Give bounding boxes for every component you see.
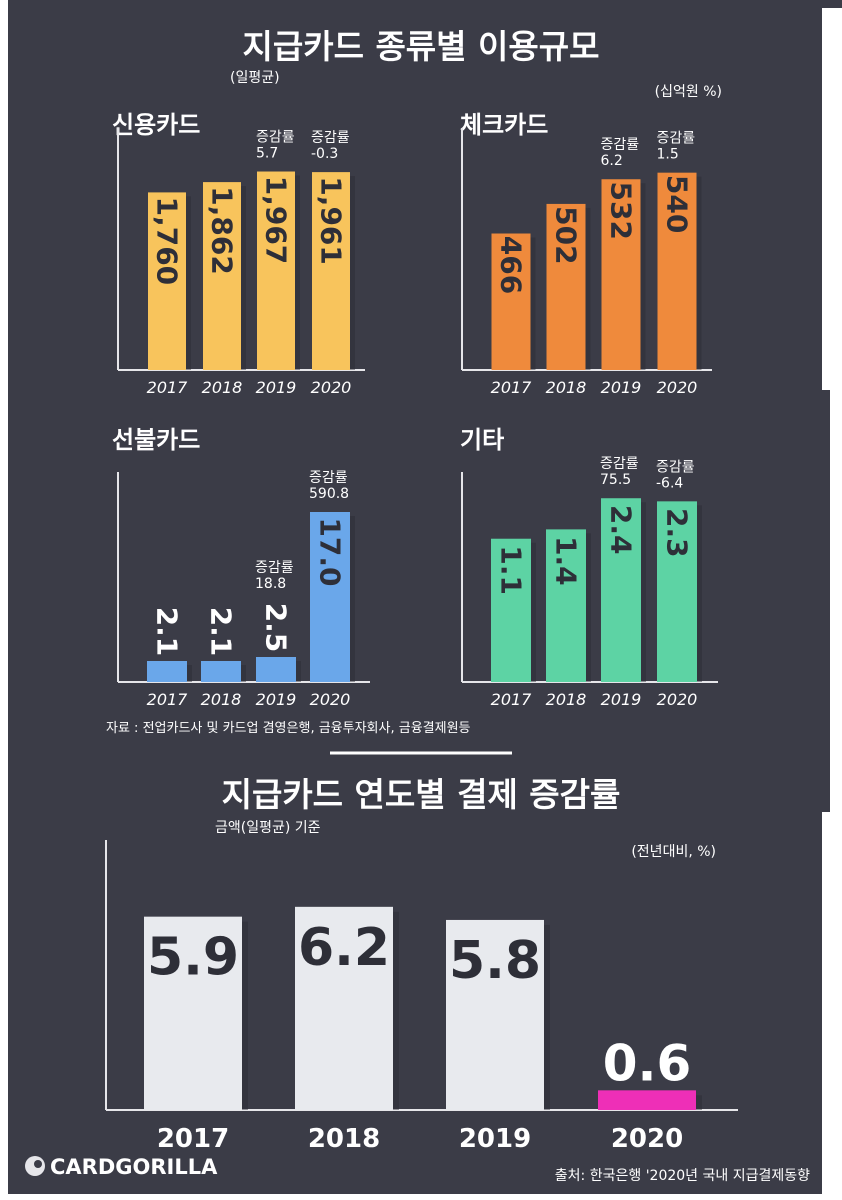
logo-text: CARDGORILLA xyxy=(50,1155,218,1179)
value-label: 1,862 xyxy=(206,186,239,275)
growth-label: 증감률 xyxy=(256,130,295,146)
x-tick-label: 2018 xyxy=(308,1124,380,1154)
x-tick-label: 2020 xyxy=(611,1124,683,1154)
bar xyxy=(657,172,697,370)
growth-label: 증감률 xyxy=(600,456,639,472)
bar xyxy=(147,661,187,682)
value-label: 1,961 xyxy=(315,176,348,265)
chart-title: 신용카드 xyxy=(112,111,200,139)
x-tick-label: 2019 xyxy=(256,378,297,397)
growth-label: 증감률 xyxy=(309,470,348,486)
bottom-source: 출처: 한국은행 '2020년 국내 지급결제동향 xyxy=(555,1168,810,1184)
x-tick-label: 2017 xyxy=(157,1124,229,1154)
growth-value: -6.4 xyxy=(656,475,683,491)
x-tick-label: 2018 xyxy=(546,690,587,709)
value-label: 1,760 xyxy=(151,197,184,286)
cardgorilla-logo: CARDGORILLA xyxy=(25,1155,218,1179)
value-label: 466 xyxy=(495,236,528,294)
value-label: 2.1 xyxy=(151,607,184,657)
value-label: 1.4 xyxy=(550,536,583,586)
value-label: 540 xyxy=(661,175,694,233)
growth-label: 증감률 xyxy=(601,137,640,153)
value-label: 1.1 xyxy=(495,545,528,595)
x-tick-label: 2020 xyxy=(657,690,698,709)
growth-label: 증감률 xyxy=(255,560,294,576)
bar xyxy=(203,182,241,370)
x-tick-label: 2019 xyxy=(256,690,297,709)
x-tick-label: 2017 xyxy=(491,690,533,709)
value-label: 502 xyxy=(550,206,583,264)
value-label: 1,967 xyxy=(260,176,293,265)
bar xyxy=(148,192,186,370)
bar xyxy=(256,657,296,682)
bar xyxy=(546,203,586,370)
bar xyxy=(491,538,531,682)
x-tick-label: 2017 xyxy=(491,378,533,397)
x-tick-label: 2018 xyxy=(546,378,587,397)
chart-title: 체크카드 xyxy=(460,111,548,139)
growth-label: 증감률 xyxy=(311,130,350,146)
bar xyxy=(201,661,241,682)
bar xyxy=(310,512,350,682)
bar xyxy=(598,1090,696,1110)
x-tick-label: 2019 xyxy=(601,378,642,397)
bottom-unit: (전년대비, %) xyxy=(631,844,716,860)
bar xyxy=(491,233,531,370)
x-tick-label: 2018 xyxy=(202,378,243,397)
value-label: 5.9 xyxy=(147,928,239,988)
x-tick-label: 2019 xyxy=(601,690,642,709)
x-tick-label: 2020 xyxy=(657,378,698,397)
bottom-subtitle: 금액(일평균) 기준 xyxy=(215,820,321,836)
top-title: 지급카드 종류별 이용규모 xyxy=(243,27,600,66)
x-tick-label: 2017 xyxy=(147,690,189,709)
growth-value: 6.2 xyxy=(601,153,623,169)
x-tick-label: 2020 xyxy=(310,690,351,709)
top-subtitle: (일평균) xyxy=(230,70,280,86)
growth-value: 75.5 xyxy=(600,472,631,488)
value-label: 6.2 xyxy=(298,918,390,978)
growth-value: -0.3 xyxy=(311,146,338,162)
bar xyxy=(312,172,350,370)
value-label: 5.8 xyxy=(449,931,541,991)
chart-credit-card: 신용카드1,76020171,86220181,9672019증감률5.71,9… xyxy=(112,111,365,397)
x-tick-label: 2019 xyxy=(459,1124,531,1154)
bar xyxy=(601,498,641,682)
bar xyxy=(257,171,295,370)
top-unit: (십억원 %) xyxy=(655,84,722,100)
bar xyxy=(601,179,641,370)
growth-value: 18.8 xyxy=(255,576,286,592)
x-tick-label: 2017 xyxy=(147,378,189,397)
chart-title: 기타 xyxy=(460,426,504,454)
value-label: 2.1 xyxy=(205,607,238,657)
growth-value: 590.8 xyxy=(309,486,349,502)
value-label: 2.3 xyxy=(661,508,694,558)
growth-value: 5.7 xyxy=(256,146,278,162)
bar xyxy=(546,529,586,682)
bar xyxy=(657,501,697,682)
value-label: 2.5 xyxy=(260,603,293,653)
chart-other: 기타1.120171.420182.42019증감률75.52.32020증감률… xyxy=(460,426,718,709)
gorilla-icon-face xyxy=(34,1160,42,1168)
growth-label: 증감률 xyxy=(657,131,696,147)
chart-yearly-growth: 5.9 2017 6.2 2018 5.8 2019 0.6 2020 xyxy=(105,840,738,1154)
top-source: 자료 : 전업카드사 및 카드업 겸영은행, 금융투자회사, 금융결제원등 xyxy=(106,720,471,736)
bar xyxy=(295,906,393,1110)
growth-label: 증감률 xyxy=(656,459,695,475)
x-tick-label: 2020 xyxy=(311,378,352,397)
value-label: 17.0 xyxy=(314,517,347,586)
value-label: 0.6 xyxy=(603,1034,692,1092)
bar xyxy=(144,916,242,1110)
bottom-panel xyxy=(8,748,830,1194)
value-label: 2.4 xyxy=(605,505,638,555)
bar xyxy=(446,919,544,1110)
chart-check-card: 체크카드466201750220185322019증감률6.25402020증감… xyxy=(460,111,712,397)
value-label: 532 xyxy=(605,182,638,240)
growth-value: 1.5 xyxy=(657,147,679,163)
chart-title: 선불카드 xyxy=(112,426,200,454)
x-tick-label: 2018 xyxy=(201,690,242,709)
bottom-title: 지급카드 연도별 결제 증감률 xyxy=(222,775,621,814)
